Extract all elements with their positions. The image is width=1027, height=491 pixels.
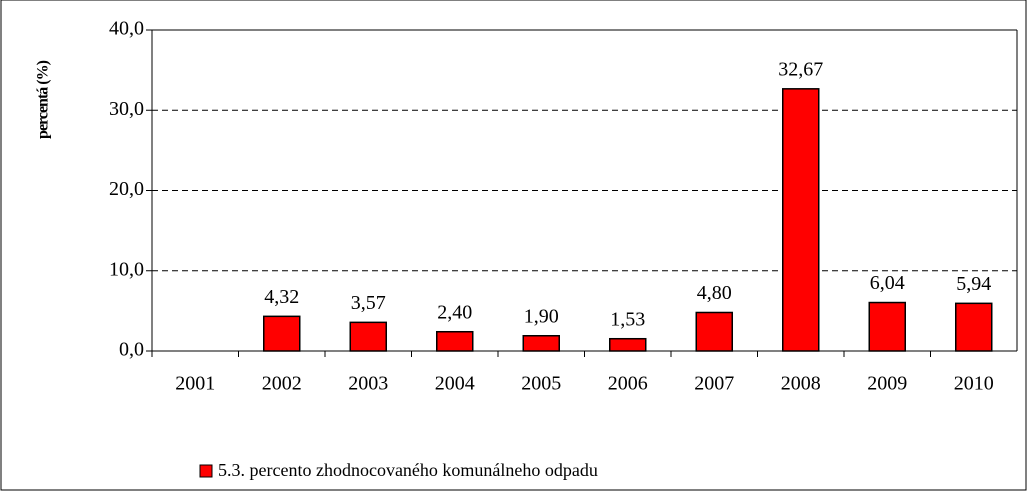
y-tick-label: 0,0 [119,339,144,361]
x-tick-label: 2001 [175,373,215,395]
data-label: 6,04 [870,272,905,294]
bar [263,315,301,352]
bar [522,335,560,352]
bar [609,337,647,352]
data-label: 4,80 [697,282,732,304]
bar [349,321,387,352]
data-label: 32,67 [778,58,823,80]
y-tick-label: 40,0 [109,18,144,40]
x-tick-label: 2006 [608,373,648,395]
x-tick-label: 2002 [262,373,302,395]
y-axis-label: percentá (%) [35,60,52,139]
y-tick-label: 20,0 [109,178,144,200]
x-tick-label: 2004 [435,373,475,395]
bar [782,88,820,352]
data-label: 3,57 [351,292,386,314]
y-tick-label: 10,0 [109,258,144,280]
bar [436,330,474,352]
x-tick-label: 2009 [867,373,907,395]
y-tick-label: 30,0 [109,98,144,120]
bar [868,301,906,352]
data-label: 2,40 [437,301,472,323]
x-tick-label: 2007 [694,373,734,395]
legend-swatch [199,464,213,478]
x-tick-label: 2008 [781,373,821,395]
legend-label: 5.3. percento zhodnocovaného komunálneho… [218,460,598,480]
data-label: 1,53 [610,308,645,330]
data-label: 4,32 [264,286,299,308]
bar [695,311,733,352]
x-tick-label: 2010 [954,373,994,395]
x-tick-label: 2005 [521,373,561,395]
data-label: 5,94 [956,273,991,295]
data-label: 1,90 [524,305,559,327]
bar [955,302,993,352]
x-tick-label: 2003 [348,373,388,395]
